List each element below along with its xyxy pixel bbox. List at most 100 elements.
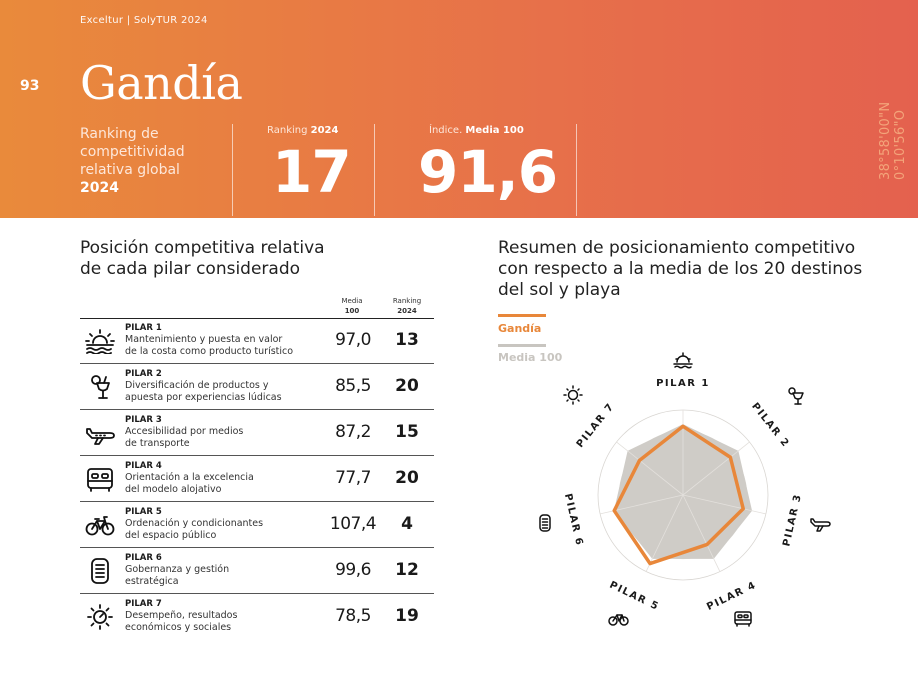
pillar-title: PILAR 1 [125,323,162,333]
pillar-description: Gobernanza y gestión estratégica [125,564,315,588]
index-label-text: Índice. [429,125,466,136]
divider [374,124,375,216]
pillar-description-line: Desempeño, resultados [125,610,238,621]
sunset-icon [85,329,115,354]
header-banner: Exceltur | SolyTUR 2024 93 Gandía Rankin… [0,0,918,218]
pillar-description: Mantenimiento y puesta en valor de la cos… [125,334,315,358]
ranking-description: Ranking de competitividad relativa globa… [80,125,230,197]
left-title-line1: Posición competitiva relativa [80,238,325,258]
ranking-label-year: 2024 [310,125,339,136]
radar-spokes [600,410,766,572]
index-label-bold: Media 100 [465,125,524,136]
divider [232,124,233,216]
pillar-description: Ordenación y condicionantes del espacio p… [125,518,315,542]
table-row: PILAR 6 Gobernanza y gestión estratégica … [80,548,434,594]
pillar-title: PILAR 2 [125,369,162,379]
pillar-value: 97,0 [335,330,371,350]
pillar-description: Orientación a la excelencia del modelo al… [125,472,315,496]
radar-spoke [682,441,750,496]
page-number: 93 [20,78,40,94]
ranking-description-text: Ranking de competitividad relativa globa… [80,126,185,178]
bed-icon [734,611,752,627]
column-header-media-line1: Media [341,297,363,305]
bed-icon [87,468,113,492]
pillar-description-line: económicos y sociales [125,622,232,633]
pillar-rank: 13 [395,330,419,350]
pillar-value: 107,4 [329,514,377,534]
brand-label: Exceltur | SolyTUR 2024 [80,15,208,26]
column-header-ranking: Ranking 2024 [386,296,428,316]
table-row: PILAR 5 Ordenación y condicionantes del e… [80,502,434,548]
page-title: Gandía [80,56,243,110]
right-title-line2: con respecto a la media de los 20 destin… [498,259,863,279]
pillar-title: PILAR 4 [125,461,162,471]
ranking-value: 17 [272,138,352,206]
table-row: PILAR 3 Accesibilidad por medios de trans… [80,410,434,456]
legend-swatch-city [498,314,546,317]
right-section-title: Resumen de posicionamiento competitivo c… [498,238,862,301]
radar-spoke [682,494,721,572]
pillar-description: Desempeño, resultados económicos y social… [125,610,315,634]
right-title-line3: del sol y playa [498,280,621,300]
table-row: PILAR 4 Orientación a la excelencia del m… [80,456,434,502]
pillar-value: 78,5 [335,606,371,626]
pillar-description-line: de la costa como producto turístico [125,346,294,357]
pillar-value: 85,5 [335,376,371,396]
radar-axis-label: PILAR 4 [705,580,758,613]
right-title-line1: Resumen de posicionamiento competitivo [498,238,856,258]
table-row: PILAR 1 Mantenimiento y puesta en valor d… [80,318,434,364]
column-header-media-line2: 100 [344,307,360,315]
table-row: PILAR 2 Diversificación de productos y ap… [80,364,434,410]
pillar-title: PILAR 6 [125,553,162,563]
column-header-ranking-line1: Ranking [392,297,422,305]
sun-icon [563,385,583,405]
sunset-icon [673,352,693,369]
table-top-rule [80,318,434,319]
pillar-value: 99,6 [335,560,371,580]
column-header-ranking-line2: 2024 [397,307,417,315]
pillar-description-line: Orientación a la excelencia [125,472,254,483]
pillar-description-line: Diversificación de productos y [125,380,269,391]
bicycle-icon [85,516,115,536]
pillar-rank: 20 [395,468,419,488]
pillar-description-line: Mantenimiento y puesta en valor [125,334,283,345]
radar-axis-icons [539,352,831,627]
pillar-description-line: del modelo alojativo [125,484,222,495]
airplane-icon [810,518,831,532]
radar-axis-label: PILAR 6 [562,493,585,548]
pillar-description-line: Ordenación y condicionantes [125,518,264,529]
sun-icon [87,604,113,630]
coordinates-label: 38°58'00"N 0°10'56"O [878,101,908,180]
table-row: PILAR 7 Desempeño, resultados económicos … [80,594,434,640]
index-label: Índice. Media 100 [429,125,524,136]
pillar-value: 77,7 [335,468,371,488]
radar-axis-label: PILAR 5 [608,580,661,613]
radar-axis-label: PILAR 3 [781,493,804,548]
ranking-label-text: Ranking [267,125,311,136]
cocktail-icon [91,375,110,399]
pillar-description: Accesibilidad por medios de transporte [125,426,315,450]
radar-spoke [682,494,766,515]
index-value: 91,6 [418,138,558,206]
pillar-title: PILAR 7 [125,599,162,609]
divider [576,124,577,216]
left-section-title: Posición competitiva relativa de cada pi… [80,238,325,280]
left-title-line2: de cada pilar considerado [80,259,301,279]
pillar-rank: 4 [401,514,413,534]
radar-axis-label: PILAR 2 [749,401,791,450]
column-header-media: Media 100 [330,296,374,316]
legend-label-avg: Media 100 [498,351,563,364]
pillar-rank: 20 [395,376,419,396]
pillar-description: Diversificación de productos y apuesta po… [125,380,315,404]
pillar-value: 87,2 [335,422,371,442]
pillar-description-line: estratégica [125,576,179,587]
pillar-description-line: de transporte [125,438,190,449]
pillar-title: PILAR 3 [125,415,162,425]
pillar-rank: 19 [395,606,419,626]
pillar-title: PILAR 5 [125,507,162,517]
airplane-icon [86,428,115,445]
radar-axis-label: PILAR 1 [656,378,710,389]
ranking-label: Ranking 2024 [267,125,338,136]
pillar-rank: 12 [395,560,419,580]
radar-spoke [616,441,684,496]
